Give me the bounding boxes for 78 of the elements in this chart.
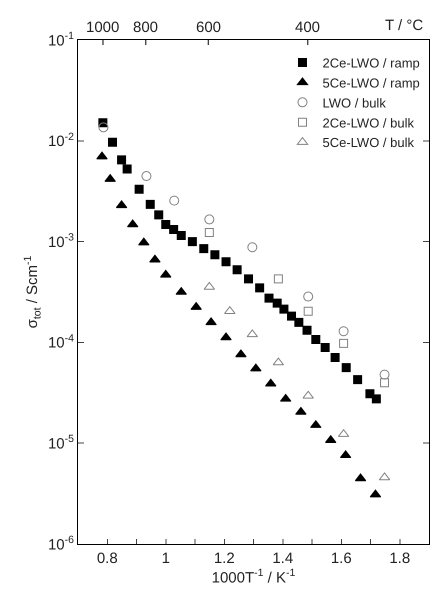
point	[274, 274, 283, 284]
x-tick-label: 1.6	[330, 550, 352, 567]
point	[134, 184, 144, 194]
point	[141, 171, 152, 182]
point	[320, 342, 330, 352]
legend-label: 2Ce-LWO / bulk	[322, 115, 414, 130]
point	[161, 220, 170, 229]
y-tick-label: 10$^{-4}$	[48, 332, 74, 352]
point	[204, 282, 216, 290]
point	[176, 230, 186, 240]
legend-label: 5Ce-LWO / bulk	[322, 135, 414, 150]
y-tick-label: 10$^{-5}$	[48, 433, 74, 452]
point	[188, 237, 197, 246]
point	[280, 394, 292, 402]
point	[127, 219, 138, 228]
point	[160, 270, 172, 278]
annotation: 400	[295, 19, 320, 36]
point	[169, 224, 178, 234]
legend-label: LWO / bulk	[322, 95, 386, 110]
point	[204, 214, 214, 224]
y-tick-label: 10$^{-2}$	[48, 130, 74, 150]
point	[272, 298, 282, 308]
point	[340, 450, 352, 458]
x-tick-label: 1.4	[272, 550, 294, 567]
point	[311, 334, 320, 344]
point	[287, 312, 296, 321]
point	[205, 317, 217, 326]
point	[303, 292, 314, 302]
point	[380, 370, 390, 380]
point	[372, 394, 381, 404]
point	[154, 210, 164, 220]
point	[330, 353, 340, 362]
annotation: 800	[133, 19, 158, 36]
x-tick-label: 1.2	[214, 550, 235, 567]
point	[295, 406, 307, 415]
point	[354, 473, 366, 482]
point	[338, 326, 349, 336]
point	[380, 378, 390, 388]
point	[232, 265, 242, 274]
point	[302, 390, 314, 399]
point	[116, 200, 128, 208]
point	[108, 138, 118, 147]
point	[235, 349, 247, 358]
x-tick-label: 1.8	[389, 550, 410, 567]
point	[222, 257, 231, 266]
point	[98, 122, 108, 132]
point	[210, 250, 220, 260]
point	[204, 228, 214, 238]
y-tick-label: 10$^{-6}$	[48, 534, 74, 554]
x-axis-title: 1000T$^{-1}$ / K$^{-1}$	[212, 567, 296, 586]
point	[304, 306, 313, 316]
annotation: 600	[196, 19, 222, 36]
x-tick-label: 1	[162, 550, 170, 567]
legend-label: 2Ce-LWO / ramp	[322, 56, 420, 71]
point	[199, 244, 208, 254]
point	[353, 375, 362, 384]
point	[146, 200, 155, 209]
point	[244, 274, 254, 284]
point	[246, 329, 258, 338]
point	[378, 472, 390, 480]
point	[294, 318, 304, 327]
point	[255, 283, 264, 292]
annotation: 1000	[86, 19, 120, 36]
point	[279, 304, 288, 314]
text: T / °C	[385, 17, 424, 34]
y-tick-label: 10$^{-3}$	[48, 232, 74, 251]
point	[302, 326, 312, 335]
x-tick-label: 0.8	[96, 550, 118, 567]
point	[169, 196, 180, 206]
legend-label: 5Ce-LWO / ramp	[322, 75, 420, 90]
point	[117, 155, 126, 164]
point	[220, 332, 232, 340]
point	[342, 363, 351, 372]
point	[122, 164, 132, 174]
point	[264, 294, 274, 303]
y-tick-label: 10$^{-1}$	[48, 30, 74, 50]
point	[339, 338, 348, 348]
point	[247, 242, 258, 252]
